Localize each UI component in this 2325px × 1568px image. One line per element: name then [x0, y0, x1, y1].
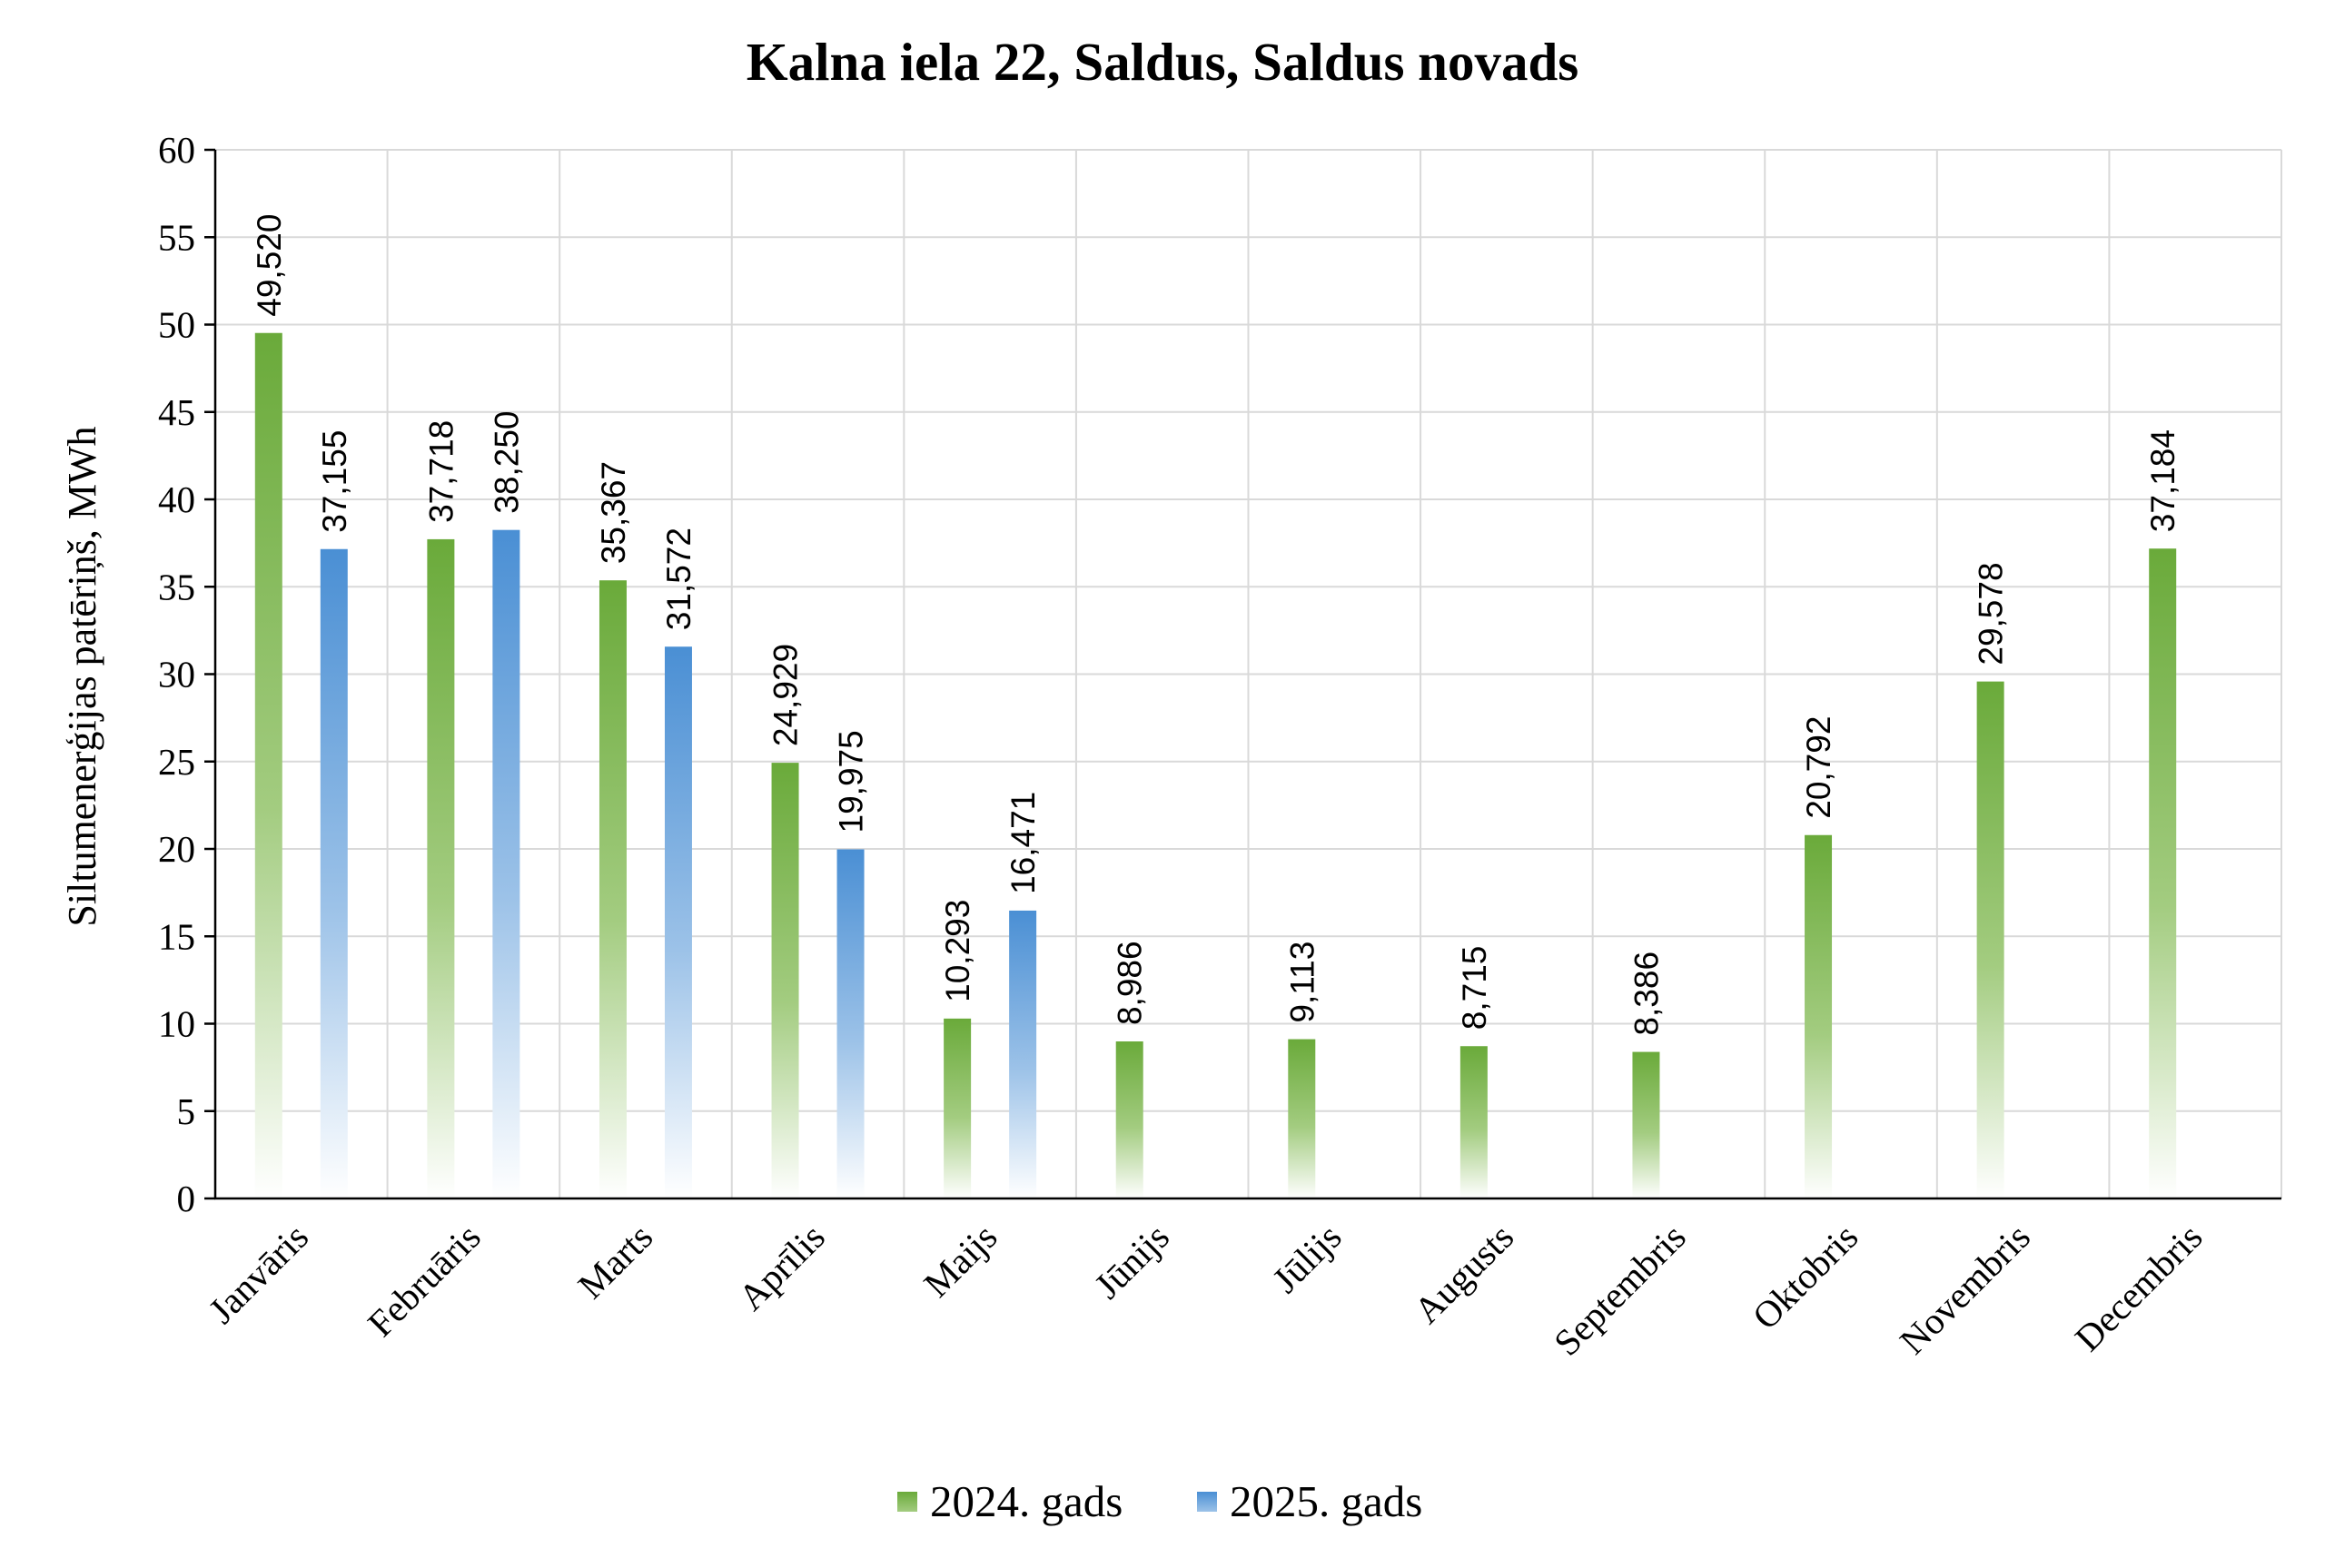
x-tick-label: Septembris — [1546, 1216, 1694, 1364]
data-labels: 49,520 37,718 35,367 24,929 10,293 8,986 9,113… — [251, 214, 2182, 1036]
bars — [254, 332, 2177, 1198]
legend: 2024. gads 2025. gads — [897, 1476, 1422, 1526]
bar — [771, 763, 799, 1198]
data-label: 20,792 — [1800, 716, 1837, 819]
data-label: 29,578 — [1973, 562, 2010, 665]
x-tick-label: Decembris — [2066, 1216, 2210, 1359]
bar — [2149, 548, 2177, 1198]
data-label: 8,986 — [1112, 941, 1149, 1025]
chart-title: Kalna iela 22, Saldus, Saldus novads — [747, 32, 1579, 92]
y-tick-label: 10 — [158, 1003, 195, 1045]
x-tick-label: Marts — [569, 1216, 660, 1307]
y-tick-label: 0 — [177, 1178, 196, 1219]
legend-swatch-2024 — [897, 1492, 917, 1512]
data-label: 49,520 — [251, 214, 288, 317]
x-tick-label: Februāris — [360, 1216, 489, 1345]
data-label: 37,184 — [2144, 429, 2182, 532]
x-tick-label: Jūlijs — [1264, 1216, 1350, 1301]
data-label: 31,572 — [660, 528, 698, 630]
x-tick-label: Maijs — [915, 1216, 1005, 1306]
bar — [1976, 681, 2004, 1198]
bar — [1115, 1041, 1143, 1198]
data-label: 8,715 — [1456, 946, 1493, 1031]
data-label: 37,718 — [422, 420, 460, 523]
data-label: 10,293 — [939, 900, 976, 1002]
data-label: 9,113 — [1283, 942, 1321, 1023]
bar — [427, 538, 455, 1198]
x-tick-label: Augusts — [1406, 1216, 1522, 1332]
bar — [1805, 834, 1833, 1198]
y-tick-label: 30 — [158, 654, 195, 695]
x-tick-label: Jūnijs — [1086, 1216, 1177, 1307]
x-tick-label: Novembris — [1892, 1216, 2038, 1362]
legend-label-2025: 2025. gads — [1230, 1476, 1422, 1526]
x-tick-labels: Janvāris Februāris Marts Aprīlis Maijs Jūnijs… — [201, 1216, 2211, 1364]
y-tick-label: 40 — [158, 478, 195, 520]
y-tick-label: 25 — [158, 741, 195, 783]
data-label: 24,929 — [767, 644, 805, 746]
data-label: 38,250 — [488, 411, 525, 514]
bar — [1632, 1051, 1660, 1198]
legend-label-2024: 2024. gads — [930, 1476, 1123, 1526]
x-tick-label: Aprīlis — [730, 1216, 833, 1318]
axes — [204, 148, 2281, 1200]
legend-swatch-2025 — [1197, 1492, 1217, 1512]
bar — [836, 849, 865, 1198]
bar — [1009, 910, 1037, 1198]
y-tick-label: 50 — [158, 304, 195, 346]
y-tick-label: 45 — [158, 391, 195, 433]
bar — [492, 529, 520, 1198]
data-label: 37,155 — [316, 430, 353, 533]
y-tick-label: 15 — [158, 915, 195, 957]
bar — [664, 646, 692, 1198]
y-tick-label: 55 — [158, 216, 195, 258]
y-tick-label: 5 — [177, 1090, 196, 1132]
bar — [1288, 1039, 1316, 1198]
bar — [320, 548, 348, 1198]
y-tick-label: 60 — [158, 129, 195, 171]
data-label: 35,367 — [595, 461, 632, 564]
bar — [254, 332, 282, 1198]
bar — [599, 580, 627, 1198]
bar — [1459, 1046, 1488, 1198]
y-tick-label: 20 — [158, 828, 195, 870]
data-label: 8,386 — [1628, 952, 1665, 1036]
y-tick-labels: 0 5 10 15 20 25 30 35 40 45 50 55 60 — [158, 129, 195, 1219]
y-tick-label: 35 — [158, 566, 195, 607]
data-label: 19,975 — [833, 730, 870, 833]
gridlines — [215, 149, 2282, 1198]
y-axis-label: Siltumenerģijas patēriņš, MWh — [60, 426, 104, 926]
bar — [944, 1018, 972, 1198]
x-tick-label: Janvāris — [201, 1216, 317, 1332]
x-tick-label: Oktobris — [1744, 1216, 1865, 1337]
data-label: 16,471 — [1004, 792, 1042, 894]
